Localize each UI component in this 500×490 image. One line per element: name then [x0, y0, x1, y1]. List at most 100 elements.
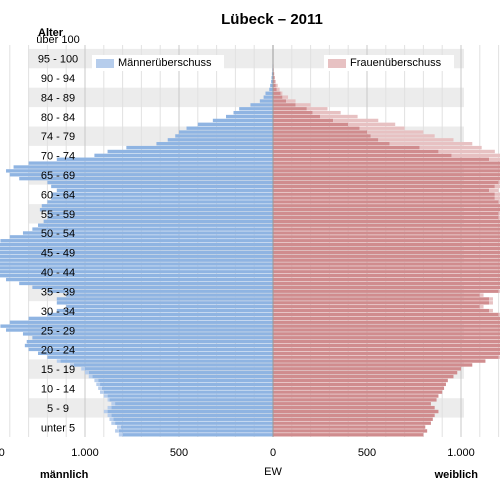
male-bar	[88, 371, 273, 375]
x-tick-label: 1.000	[447, 447, 475, 459]
male-bar	[101, 386, 273, 390]
female-bar	[273, 76, 275, 80]
female-bar	[273, 382, 446, 387]
female-bar	[273, 103, 296, 107]
right-side-label: weiblich	[434, 469, 479, 481]
male-bar	[28, 316, 273, 321]
age-group-label: unter 5	[41, 422, 75, 434]
female-bar	[273, 429, 428, 433]
male-bar	[0, 239, 274, 243]
female-surplus-bar	[419, 145, 482, 150]
male-bar	[32, 285, 273, 290]
female-surplus-bar	[306, 107, 328, 111]
male-bar	[0, 250, 273, 255]
female-surplus-bar	[494, 184, 500, 189]
male-bar	[233, 110, 273, 115]
age-group-label: 90 - 94	[41, 73, 75, 85]
age-group-label: 20 - 24	[41, 345, 75, 357]
male-bar	[47, 180, 274, 185]
male-surplus-bar	[107, 405, 112, 410]
female-bar	[273, 332, 500, 336]
male-bar	[186, 126, 273, 130]
x-tick-label: 500	[358, 447, 376, 459]
chart-title: Lübeck – 2011	[221, 11, 323, 28]
male-surplus-bar	[109, 417, 114, 421]
female-bar	[273, 281, 500, 286]
male-bar	[32, 336, 273, 340]
male-bar	[41, 204, 274, 208]
male-bar	[56, 301, 273, 305]
female-bar	[273, 398, 437, 402]
female-surplus-bar	[312, 110, 341, 115]
female-surplus-bar	[276, 87, 280, 92]
female-bar	[273, 83, 276, 88]
male-bar	[9, 235, 274, 239]
female-surplus-bar	[498, 289, 500, 293]
female-surplus-bar	[489, 297, 493, 301]
female-surplus-bar	[498, 200, 500, 204]
female-surplus-bar	[479, 305, 484, 309]
female-bar	[273, 367, 461, 371]
female-bar	[273, 250, 500, 255]
female-surplus-bar	[274, 79, 276, 84]
female-bar	[273, 130, 367, 134]
female-bar	[273, 433, 424, 437]
female-bar	[273, 363, 473, 367]
female-surplus-bar	[494, 192, 500, 196]
male-bar	[22, 231, 274, 235]
male-bar	[0, 273, 273, 278]
female-bar	[273, 235, 500, 239]
male-bar	[107, 149, 273, 154]
male-bar	[85, 367, 273, 371]
female-bar	[273, 95, 283, 99]
female-surplus-bar	[280, 91, 283, 95]
male-bar	[197, 122, 273, 127]
male-bar	[263, 95, 273, 99]
female-bar	[273, 324, 500, 328]
female-surplus-bar	[489, 188, 499, 192]
female-bars	[273, 45, 500, 437]
female-bar	[273, 351, 500, 355]
female-bar	[273, 196, 495, 200]
male-surplus-bar	[103, 409, 108, 414]
female-bar	[273, 169, 500, 173]
male-bar	[47, 312, 274, 317]
male-surplus-bar	[96, 382, 101, 387]
female-bar	[273, 161, 500, 165]
female-bar	[273, 107, 307, 111]
male-bar	[56, 308, 273, 313]
female-bar	[273, 270, 500, 274]
female-surplus-bar	[389, 142, 473, 146]
female-bar	[273, 347, 500, 352]
female-bar	[273, 328, 500, 332]
left-side-label: männlich	[40, 469, 89, 481]
male-bar	[9, 320, 274, 324]
female-bar	[273, 246, 500, 251]
female-bar	[273, 211, 499, 216]
female-surplus-bar	[489, 308, 493, 313]
male-bar	[250, 103, 273, 107]
female-bar	[273, 305, 480, 309]
female-surplus-bar	[275, 83, 278, 88]
female-bar	[273, 316, 500, 321]
male-bar	[6, 277, 273, 282]
female-bar	[273, 409, 439, 414]
male-surplus-bar	[88, 374, 93, 379]
female-bar	[273, 110, 313, 115]
age-group-label: 50 - 54	[41, 228, 75, 240]
male-bar	[0, 246, 273, 251]
female-surplus-bar	[498, 180, 500, 185]
female-bar	[273, 262, 500, 266]
male-surplus-bar	[111, 421, 116, 425]
male-bar	[0, 242, 273, 247]
x-tick-label: 1.000	[71, 447, 99, 459]
male-bar	[9, 173, 274, 177]
female-bar	[273, 386, 445, 390]
male-bar	[47, 355, 274, 359]
female-bar	[273, 99, 287, 103]
male-bar	[0, 270, 273, 274]
female-bar	[273, 277, 500, 282]
male-bar	[111, 405, 273, 410]
male-bar	[38, 351, 273, 355]
legend-men-surplus: Männerüberschuss	[92, 55, 224, 71]
